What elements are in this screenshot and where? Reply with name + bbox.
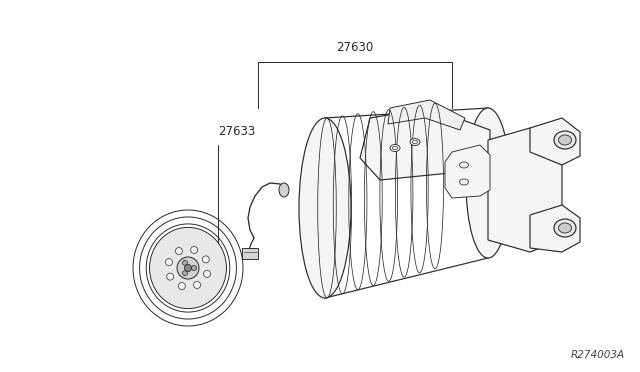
Polygon shape [530,205,580,252]
Ellipse shape [179,283,186,289]
Ellipse shape [166,273,173,280]
Ellipse shape [191,246,198,253]
Text: R274003A: R274003A [571,350,625,360]
Ellipse shape [559,135,572,145]
Ellipse shape [299,118,351,298]
Ellipse shape [279,183,289,197]
Ellipse shape [184,264,191,272]
Ellipse shape [177,257,199,279]
Text: 27630: 27630 [337,41,374,54]
Ellipse shape [193,282,200,288]
Circle shape [182,260,188,265]
FancyBboxPatch shape [242,248,258,259]
Polygon shape [530,118,580,165]
Ellipse shape [554,131,576,149]
Ellipse shape [554,219,576,237]
Polygon shape [388,100,465,130]
Ellipse shape [410,138,420,145]
Circle shape [191,266,196,270]
Ellipse shape [460,162,468,168]
Ellipse shape [390,144,400,151]
Ellipse shape [175,248,182,254]
Ellipse shape [559,223,572,233]
Ellipse shape [204,270,211,278]
Ellipse shape [466,108,510,258]
Ellipse shape [166,259,172,266]
Polygon shape [445,145,490,198]
Ellipse shape [202,256,209,263]
Ellipse shape [150,227,227,309]
Polygon shape [360,108,490,180]
Ellipse shape [460,179,468,185]
Polygon shape [488,128,562,252]
Circle shape [182,271,188,276]
Text: 27633: 27633 [218,125,255,138]
